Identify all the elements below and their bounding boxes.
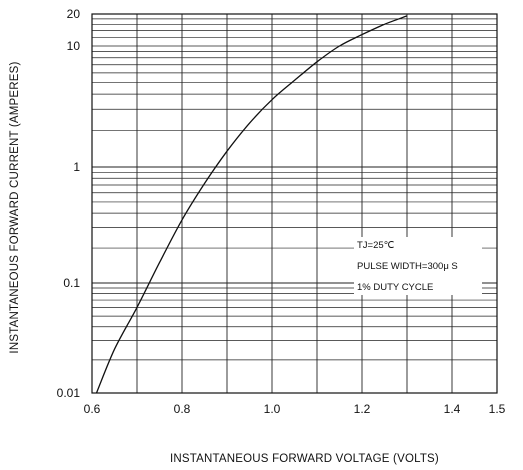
y-axis-label: INSTANTANEOUS FORWARD CURRENT (AMPERES) bbox=[9, 61, 21, 353]
annotation-duty-cycle: 1% DUTY CYCLE bbox=[357, 282, 433, 293]
x-tick-labels: 0.6 0.8 1.0 1.2 1.4 1.5 bbox=[84, 402, 506, 416]
x-tick-label: 0.6 bbox=[84, 402, 101, 416]
x-tick-label: 1.2 bbox=[354, 402, 371, 416]
annotation-background bbox=[354, 237, 482, 295]
x-tick-label: 1.4 bbox=[444, 402, 461, 416]
forward-characteristic-curve bbox=[95, 15, 408, 394]
grid-lines bbox=[92, 14, 497, 393]
y-tick-label: 10 bbox=[67, 39, 81, 53]
y-tick-label: 0.1 bbox=[63, 276, 80, 290]
y-tick-label: 20 bbox=[67, 7, 81, 21]
annotation-junction-temp: TJ=25℃ bbox=[357, 240, 395, 251]
x-tick-label: 1.5 bbox=[489, 402, 506, 416]
y-tick-label: 0.01 bbox=[57, 386, 81, 400]
x-axis-label: INSTANTANEOUS FORWARD VOLTAGE (VOLTS) bbox=[170, 453, 439, 465]
annotation-pulse-width: PULSE WIDTH=300μ S bbox=[357, 261, 458, 272]
x-tick-label: 0.8 bbox=[174, 402, 191, 416]
y-tick-labels: 0.01 0.1 1 10 20 bbox=[57, 7, 81, 400]
x-tick-label: 1.0 bbox=[264, 402, 281, 416]
plot-frame bbox=[91, 13, 498, 394]
y-tick-label: 1 bbox=[73, 160, 80, 174]
